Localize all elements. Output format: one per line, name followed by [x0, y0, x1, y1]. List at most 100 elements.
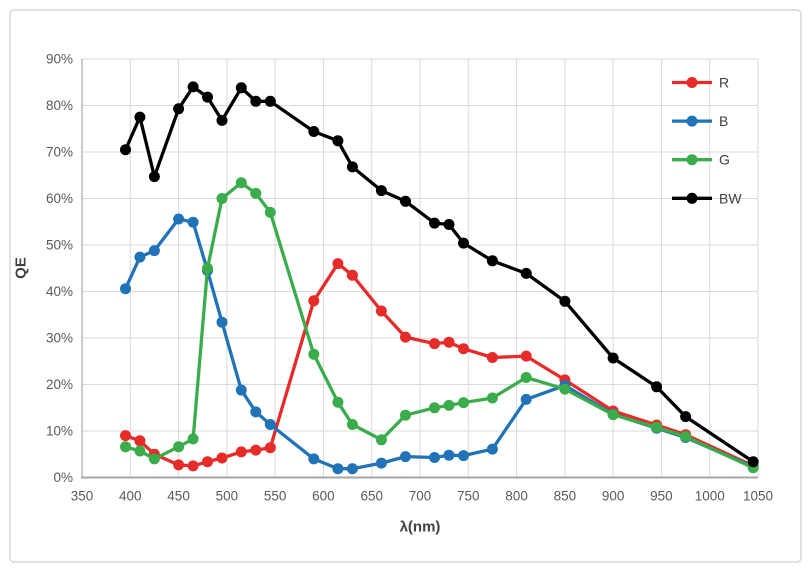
x-tick-label: 850 [554, 489, 577, 504]
series-BW-marker [134, 111, 146, 123]
series-R-marker [202, 456, 213, 468]
series-G-marker [173, 441, 185, 453]
series-G-marker [134, 445, 146, 457]
y-tick-label: 90% [46, 52, 73, 67]
series-BW-marker [520, 267, 532, 279]
series-R-marker [250, 444, 262, 456]
legend-marker-B [686, 115, 698, 127]
legend-label-G: G [719, 152, 730, 168]
series-B-marker [173, 213, 185, 225]
x-tick-label: 1050 [743, 489, 773, 504]
series-BW-marker [202, 91, 213, 103]
legend-marker-BW [686, 192, 698, 204]
series-B-marker [187, 216, 199, 228]
series-BW-marker [346, 161, 358, 173]
series-G-marker [187, 433, 199, 445]
series-G-marker [458, 397, 469, 409]
series-R-marker [235, 446, 247, 458]
series-BW-marker [332, 135, 344, 147]
series-R-marker [120, 430, 131, 442]
series-R-marker [443, 336, 455, 348]
series-BW-marker [651, 381, 663, 393]
series-B-marker [486, 443, 498, 455]
series-B-marker [120, 283, 131, 295]
series-R-marker [187, 460, 199, 472]
series-G-marker [216, 193, 228, 204]
legend-label-BW: BW [719, 190, 742, 206]
series-R-marker [346, 269, 358, 281]
legend-marker-R [686, 77, 698, 88]
series-R-marker [375, 305, 387, 317]
y-tick-label: 80% [46, 98, 73, 113]
x-tick-label: 800 [505, 489, 528, 504]
series-G-marker [264, 206, 276, 218]
series-R-marker [216, 452, 228, 464]
series-R-marker [264, 442, 276, 454]
series-R-marker [458, 343, 469, 355]
series-R-marker [308, 295, 320, 307]
series-B-marker [400, 451, 411, 463]
chart-border [9, 9, 802, 563]
series-G-marker [443, 399, 455, 411]
series-B-marker [148, 245, 160, 257]
series-BW-marker [375, 185, 387, 197]
series-BW-marker [120, 144, 131, 156]
series-R-marker [332, 258, 344, 270]
series-B-marker [264, 419, 276, 430]
series-G-marker [250, 187, 262, 199]
series-B-marker [235, 384, 247, 396]
series-BW-marker [680, 411, 692, 423]
series-G-marker [332, 396, 344, 408]
x-tick-label: 600 [312, 489, 335, 504]
y-tick-label: 40% [46, 284, 73, 299]
series-BW-marker [458, 237, 469, 249]
series-G-marker [680, 431, 692, 443]
series-BW-marker [216, 114, 228, 126]
series-R-marker [400, 331, 411, 343]
series-G-marker [235, 177, 247, 189]
series-B-marker [443, 449, 455, 461]
series-BW-marker [607, 352, 619, 364]
series-BW-marker [250, 95, 262, 107]
series-G-marker [120, 441, 131, 453]
series-G-marker [346, 419, 358, 430]
y-tick-label: 30% [46, 331, 73, 346]
series-B-marker [332, 463, 344, 475]
series-G-marker [607, 409, 619, 421]
x-tick-label: 500 [216, 489, 239, 504]
x-tick-label: 1000 [695, 489, 725, 504]
y-tick-label: 0% [53, 470, 73, 485]
series-BW-marker [148, 171, 160, 183]
series-B-marker [458, 450, 469, 462]
series-B-marker [375, 457, 387, 469]
series-BW-marker [308, 126, 320, 137]
series-R-marker [486, 352, 498, 363]
x-tick-label: 650 [360, 489, 383, 504]
series-BW-marker [264, 95, 276, 107]
series-B-marker [308, 453, 320, 465]
series-B-marker [429, 452, 440, 463]
series-G-marker [202, 262, 213, 274]
series-G-marker [429, 402, 440, 414]
series-G-marker [559, 383, 571, 395]
legend-marker-G [686, 154, 698, 166]
series-G-marker [308, 348, 320, 360]
y-tick-label: 60% [46, 191, 73, 206]
series-R-marker [134, 435, 146, 447]
series-B-marker [250, 406, 262, 418]
series-BW-marker [173, 103, 185, 115]
series-R-marker [520, 350, 532, 362]
legend-label-B: B [719, 113, 728, 129]
series-BW-marker [235, 82, 247, 94]
x-tick-label: 350 [71, 489, 94, 504]
series-BW-marker [400, 195, 411, 207]
series-B-marker [520, 393, 532, 405]
series-G-marker [400, 409, 411, 421]
x-tick-label: 950 [650, 489, 673, 504]
x-tick-label: 450 [167, 489, 190, 504]
series-BW-marker [187, 81, 199, 93]
x-tick-label: 700 [409, 489, 432, 504]
series-B-marker [134, 251, 146, 263]
series-G-marker [148, 453, 160, 465]
